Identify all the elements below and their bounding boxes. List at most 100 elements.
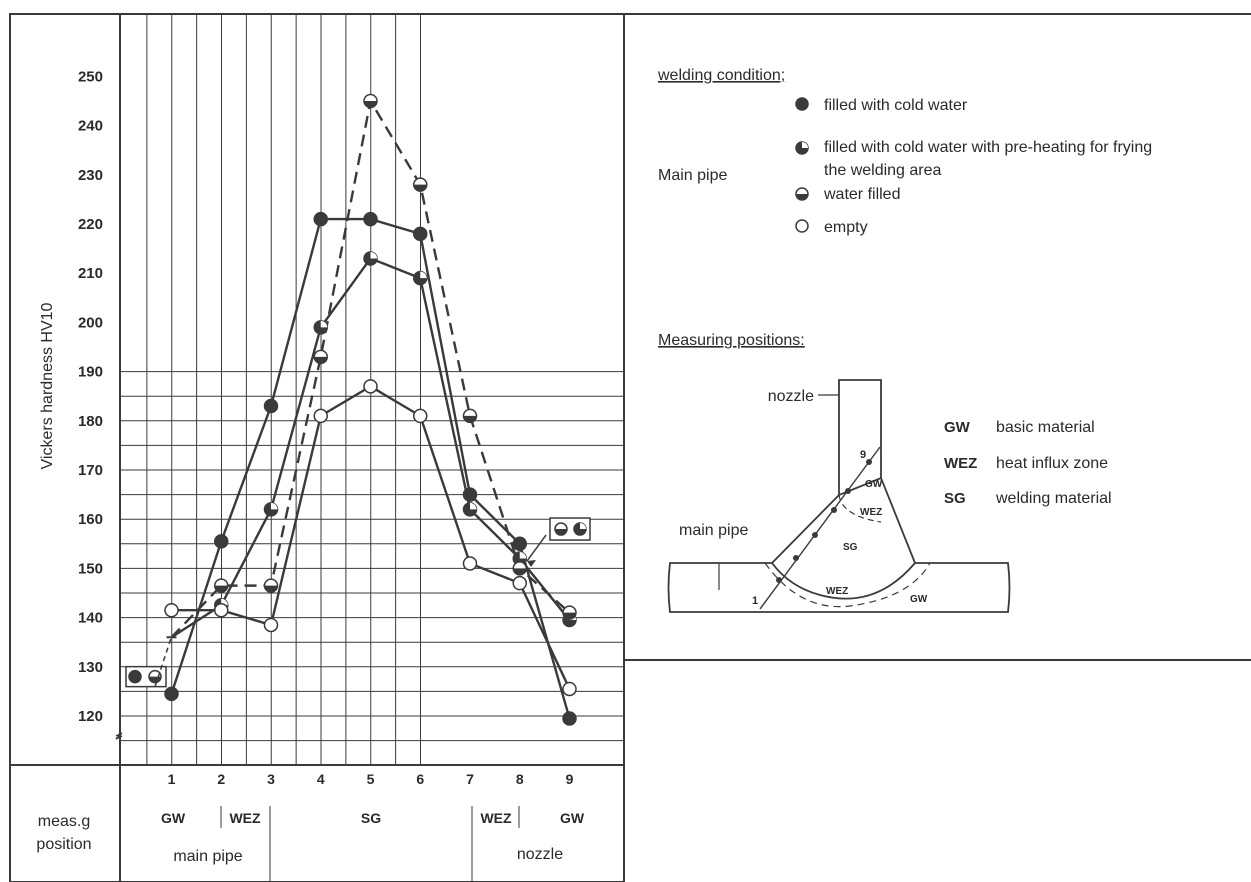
legend-item-3: water filled — [823, 186, 900, 203]
zone-wez-main: WEZ — [229, 810, 261, 826]
y-tick-label: 220 — [78, 216, 103, 233]
marker-notch — [271, 502, 278, 510]
data-point — [263, 617, 279, 633]
marker-notch — [370, 251, 377, 259]
y-tick-label: 150 — [78, 560, 103, 577]
y-tick-label: 190 — [78, 364, 103, 381]
marker-disc — [462, 487, 478, 502]
marker-disc — [263, 398, 279, 414]
data-point — [263, 578, 279, 593]
marker-notch — [320, 320, 328, 328]
marker-disc — [413, 408, 428, 424]
measuring-positions: Measuring positions: nozzle main pipe GW… — [658, 332, 1112, 613]
y-tick-label: 210 — [78, 265, 103, 282]
data-point — [313, 320, 328, 335]
left-box-marker-half — [148, 669, 162, 684]
marker-disc — [795, 97, 809, 111]
right-box-leader — [526, 534, 547, 562]
chart-area: 120 130 140 150 160 170 180 190 200 210 220 230 240 2… — [9, 13, 1251, 882]
marker-disc — [214, 534, 229, 549]
marker-half — [796, 194, 808, 200]
data-point — [263, 502, 279, 517]
legend-markers — [795, 97, 809, 233]
marker-half — [513, 568, 527, 575]
x-tick-label: 1 — [168, 771, 176, 787]
abbr-code-sg: SG — [944, 490, 966, 507]
data-point — [512, 575, 527, 591]
main-pipe-shape — [667, 562, 1011, 613]
marker-half — [364, 101, 377, 108]
diagram-point-9: 9 — [860, 449, 866, 461]
chart-frame — [9, 13, 625, 882]
data-point — [214, 534, 229, 549]
marker-half — [264, 585, 278, 593]
marker-disc — [512, 536, 527, 552]
measure-dot — [776, 577, 782, 583]
marker-disc — [562, 681, 577, 697]
marker-notch — [580, 523, 586, 530]
y-tick-label: 240 — [78, 118, 103, 135]
data-point — [363, 379, 378, 394]
legend-heading: welding condition; — [657, 67, 785, 84]
y-tick-label: 250 — [78, 68, 103, 85]
marker-disc — [795, 219, 809, 233]
marker-disc — [313, 408, 328, 424]
marker-notch — [802, 142, 808, 148]
data-point — [512, 536, 527, 552]
zone-gw-main: GW — [161, 810, 186, 826]
abbr-meaning-wez: heat influx zone — [996, 455, 1108, 472]
x-tick-label: 8 — [516, 771, 524, 787]
y-tick-label: 200 — [78, 314, 103, 331]
data-point — [462, 487, 478, 502]
y-axis-label: Vickers hardness HV10 — [39, 302, 56, 469]
main-pipe-label: main pipe — [679, 522, 748, 539]
position-table: meas.g position GW WEZ SG WEZ GW main pi… — [36, 806, 585, 882]
y-tick-label: 120 — [78, 708, 103, 725]
pipe-nozzle: nozzle — [517, 846, 563, 863]
marker-disc — [128, 669, 142, 684]
x-tick-label: 6 — [416, 771, 424, 787]
right-box-marker-notch — [573, 522, 587, 536]
data-point — [413, 270, 428, 286]
x-tick-label: 9 — [566, 771, 574, 787]
data-point — [164, 686, 179, 702]
marker-disc — [363, 379, 378, 394]
data-point — [313, 349, 328, 365]
marker-notch — [420, 271, 427, 279]
zone-gw-nozzle: GW — [560, 810, 585, 826]
marker-half — [563, 612, 576, 620]
legend-item-2b: the welding area — [824, 162, 942, 179]
abbr-code-wez: WEZ — [944, 455, 977, 472]
data-point — [363, 211, 378, 227]
data-point — [562, 681, 577, 697]
diagram-wez-pipe: WEZ — [826, 586, 848, 597]
measuring-heading: Measuring positions: — [658, 332, 805, 349]
diagram-point-1: 1 — [752, 595, 758, 607]
right-box-marker-half — [554, 522, 568, 536]
legend-marker-1 — [795, 97, 809, 111]
data-point — [214, 602, 229, 618]
x-tick-label: 2 — [217, 771, 225, 787]
y-tick-labels: 120 130 140 150 160 170 180 190 200 210 220 230 240 2… — [78, 68, 103, 725]
legend-marker-2 — [795, 141, 809, 155]
frames — [9, 13, 1251, 882]
marker-notch — [470, 502, 477, 510]
weld-seam — [770, 476, 917, 600]
pipe-main: main pipe — [173, 848, 242, 865]
left-box-marker-filled — [128, 669, 142, 684]
legend-marker-4 — [795, 219, 809, 233]
legend-item-1: filled with cold water — [824, 97, 968, 114]
annotation-boxes — [125, 517, 591, 688]
marker-half — [314, 356, 328, 364]
diagram-gw-pipe: GW — [910, 594, 928, 605]
heat-zone-outline — [764, 562, 931, 608]
legend-group-label: Main pipe — [658, 167, 727, 184]
nozzle-heat-zone — [838, 494, 882, 523]
y-tick-label: 170 — [78, 462, 103, 479]
x-tick-label: 7 — [466, 771, 474, 787]
series-markers — [164, 93, 577, 726]
marker-half — [463, 415, 477, 423]
marker-disc — [462, 556, 478, 571]
measure-dot — [812, 532, 818, 538]
